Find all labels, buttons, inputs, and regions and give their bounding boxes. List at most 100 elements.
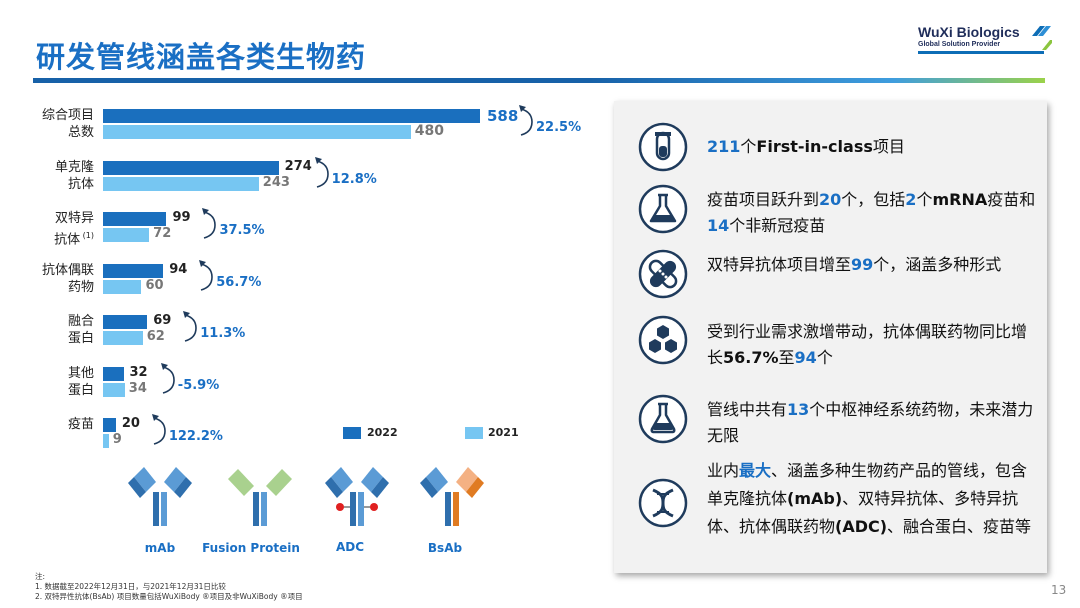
highlight-text-part: 最大 (739, 461, 772, 480)
highlight-adc: 受到行业需求激增带动，抗体偶联药物同比增长56.7%至94个 (707, 319, 1037, 371)
company-logo: WuXi Biologics Global Solution Provider (918, 24, 1044, 54)
bar-2022 (103, 264, 164, 278)
highlight-text-part: 至 (778, 348, 795, 367)
molecule-icon (638, 315, 688, 365)
adc-icon (325, 467, 389, 526)
footnotes: 注: 1. 数据截至2022年12月31日，与2021年12月31日比较 2. … (35, 572, 303, 602)
highlight-text-part: 、双特异抗体、多特异抗体、抗体偶联药物 (707, 489, 1019, 536)
growth-arrow-icon (151, 414, 166, 445)
value-label-2022: 588 (487, 107, 519, 125)
highlight-text-part: 项目 (872, 137, 905, 156)
highlight-text-part: 13 (787, 400, 810, 419)
fusion-protein-icon (228, 469, 292, 526)
legend-label-2022: 2022 (367, 426, 398, 439)
highlight-text-part: 211 (707, 137, 741, 156)
value-label-2021: 34 (128, 381, 147, 396)
highlight-text-part: 2 (905, 190, 917, 209)
growth-label: 11.3% (200, 326, 246, 341)
bar-2022 (103, 418, 116, 432)
category-label: 双特异 抗体 (1) (54, 211, 94, 248)
bar-2022 (103, 315, 148, 329)
growth-label: 22.5% (536, 120, 582, 135)
footnote-2: 2. 双特异性抗体(BsAb) 项目数量包括WuXiBody ®项目及非WuXi… (35, 592, 303, 601)
highlight-text-part: 疫苗项目跃升到 (707, 190, 820, 209)
page-title: 研发管线涵盖各类生物药 (36, 40, 367, 74)
adc-label: ADC (335, 540, 365, 554)
flask-icon (638, 184, 688, 234)
highlight-text-part: 个 (916, 190, 933, 209)
page-number: 13 (1051, 583, 1067, 597)
highlight-text-part: 、融合蛋白、疫苗等 (887, 517, 1032, 536)
highlight-text-part: 20 (819, 190, 842, 209)
category-label: 单克隆 抗体 (54, 160, 94, 192)
highlight-vaccines: 疫苗项目跃升到20个，包括2个mRNA疫苗和 14个非新冠疫苗 (707, 187, 1037, 239)
growth-label: 122.2% (168, 429, 223, 444)
highlight-pipeline: 业内最大、涵盖多种生物药产品的管线，包含单克隆抗体(mAb)、双特异抗体、多特异… (707, 457, 1037, 541)
highlight-text-part: (ADC) (835, 517, 888, 536)
growth-arrow-icon (160, 363, 175, 394)
fusion-protein-label: Fusion Protein (202, 541, 300, 555)
growth-arrow-icon (199, 260, 214, 291)
growth-arrow-icon (314, 157, 329, 188)
value-label-2021: 62 (146, 329, 165, 344)
highlight-text-part: 99 (851, 255, 874, 274)
category-label: 融合 蛋白 (67, 314, 94, 346)
highlight-text-part: 疫苗和 (987, 190, 1036, 209)
value-label-2022: 20 (121, 416, 140, 431)
value-label-2022: 99 (172, 210, 191, 225)
test-tube-icon (638, 122, 688, 172)
highlight-text-part: 56.7% (723, 348, 779, 367)
value-label-2021: 72 (153, 226, 172, 241)
highlight-text-part: (mAb) (787, 489, 843, 508)
growth-label: 12.8% (331, 172, 377, 187)
highlight-cns: 管线中共有13个中枢神经系统药物，未来潜力无限 (707, 397, 1037, 449)
footnote-heading: 注: (35, 572, 46, 581)
highlight-text-part: 个 (740, 137, 757, 156)
legend-label-2021: 2021 (488, 426, 519, 439)
logo-marks (1032, 26, 1052, 50)
value-label-2021: 243 (262, 175, 290, 190)
growth-arrow-icon (183, 311, 198, 342)
highlight-bispecific: 双特异抗体项目增至99个，涵盖多种形式 (707, 252, 1037, 278)
bispecific-icon (638, 249, 688, 299)
bsab-icon (420, 467, 484, 526)
bar-2021 (103, 383, 125, 397)
bar-2021 (103, 177, 259, 191)
highlight-text-part: 个 (816, 348, 833, 367)
highlight-text-part: First-in-class (756, 137, 873, 156)
antibody-illustrations (128, 467, 484, 526)
logo-bar (918, 51, 1044, 54)
highlight-text-part: 个中枢神经系统药物，未来潜力无限 (707, 400, 1034, 445)
title-divider (33, 78, 1045, 83)
value-label-2021: 9 (112, 432, 122, 447)
legend-swatch-2021 (465, 427, 483, 439)
bar-2022 (103, 109, 480, 123)
legend-swatch-2022 (343, 427, 361, 439)
category-label: 抗体偶联 药物 (41, 263, 94, 295)
bar-2022 (103, 212, 167, 226)
growth-label: 56.7% (216, 275, 262, 290)
highlight-text-part: mRNA (932, 190, 988, 209)
growth-label: -5.9% (177, 378, 220, 393)
value-label-2021: 480 (414, 123, 444, 139)
bar-2022 (103, 161, 279, 175)
highlights-panel: 211个First-in-class项目 疫苗项目跃升到20个，包括2个mRNA… (614, 101, 1047, 573)
value-label-2022: 274 (284, 159, 312, 174)
highlight-text-part: 94 (794, 348, 817, 367)
highlight-text-part: 个，包括 (841, 190, 906, 209)
highlight-first-in-class: 211个First-in-class项目 (707, 134, 1037, 160)
growth-arrow-icon (519, 105, 533, 136)
footnote-1: 1. 数据截至2022年12月31日，与2021年12月31日比较 (35, 582, 226, 591)
mab-icon (128, 467, 192, 526)
highlight-text-part: 双特异抗体项目增至 (707, 255, 852, 274)
logo-tagline: Global Solution Provider (918, 41, 1001, 48)
highlight-text-part: 、涵盖多种生物药产品的管线，包含单克隆抗体 (707, 461, 1028, 508)
category-label: 其他 蛋白 (67, 366, 94, 398)
category-label: 疫苗 (67, 417, 94, 432)
value-label-2022: 32 (129, 365, 148, 380)
highlight-text-part: 个，涵盖多种形式 (873, 255, 1002, 274)
bar-2021 (103, 280, 142, 294)
bar-2022 (103, 367, 124, 381)
value-label-2021: 60 (145, 278, 164, 293)
logo-name: WuXi Biologics (918, 24, 1020, 40)
